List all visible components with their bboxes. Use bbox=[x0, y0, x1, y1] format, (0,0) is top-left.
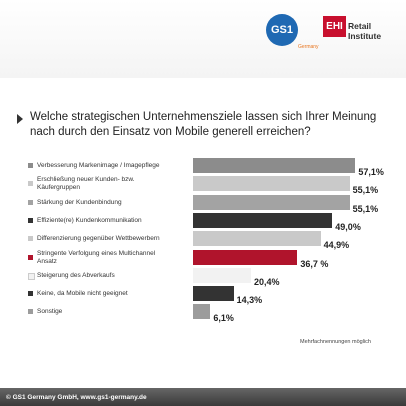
bar bbox=[193, 194, 350, 210]
category-label: Differenzierung gegenüber Wettbewerbern bbox=[37, 235, 160, 243]
bar bbox=[193, 304, 211, 320]
value-label: 57,1% bbox=[358, 167, 384, 177]
footer-text: © GS1 Germany GmbH, www.gs1-germany.de bbox=[6, 394, 147, 401]
gs1-sub: Germany bbox=[298, 44, 319, 50]
value-label: 14,3% bbox=[236, 295, 263, 306]
legend-square bbox=[28, 199, 33, 205]
bar bbox=[193, 212, 333, 228]
value-label: 49,0% bbox=[335, 221, 361, 232]
bar bbox=[193, 286, 234, 302]
legend-square bbox=[28, 217, 33, 223]
value-label: 55,1% bbox=[352, 185, 379, 196]
value-label: 55,1% bbox=[352, 203, 379, 214]
legend-square bbox=[28, 291, 33, 297]
category-label: Erschließung neuer Kunden- bzw. Käufergr… bbox=[37, 176, 135, 192]
category-label: Keine, da Mobile nicht geeignet bbox=[37, 290, 128, 298]
bar bbox=[193, 267, 251, 283]
bar bbox=[193, 158, 356, 173]
ehi-logo: EHI bbox=[323, 16, 346, 37]
bar bbox=[193, 231, 321, 247]
legend-square bbox=[28, 181, 33, 187]
legend-square bbox=[28, 254, 33, 260]
legend-square bbox=[28, 236, 33, 242]
bar bbox=[193, 249, 298, 265]
legend-square bbox=[28, 309, 33, 315]
header-bg bbox=[0, 0, 406, 78]
ehi-text: Retail Institute bbox=[348, 21, 382, 41]
note: Mehrfachnennungen möglich bbox=[300, 339, 371, 345]
category-label: Stringente Verfolgung eines Multichannel… bbox=[37, 249, 156, 265]
title-marker bbox=[17, 114, 23, 124]
category-label: Stärkung der Kundenbindung bbox=[37, 198, 122, 206]
value-label: 20,4% bbox=[253, 276, 280, 287]
legend-square bbox=[28, 163, 33, 168]
value-label: 36,7 % bbox=[300, 258, 329, 269]
legend-square bbox=[28, 272, 35, 280]
value-label: 44,9% bbox=[323, 240, 350, 251]
category-label: Verbesserung Markenimage / Imagepflege bbox=[37, 162, 160, 169]
category-label: Sonstige bbox=[37, 308, 63, 316]
bar bbox=[193, 176, 350, 192]
gs1-logo: GS1 bbox=[266, 14, 298, 46]
value-label: 6,1% bbox=[213, 313, 234, 324]
footer-bg bbox=[0, 388, 406, 406]
category-label: Steigerung des Abverkaufs bbox=[37, 271, 115, 279]
category-label: Effiziente(re) Kundenkommunikation bbox=[37, 216, 142, 224]
chart-title: Welche strategischen Unternehmensziele l… bbox=[30, 111, 377, 138]
